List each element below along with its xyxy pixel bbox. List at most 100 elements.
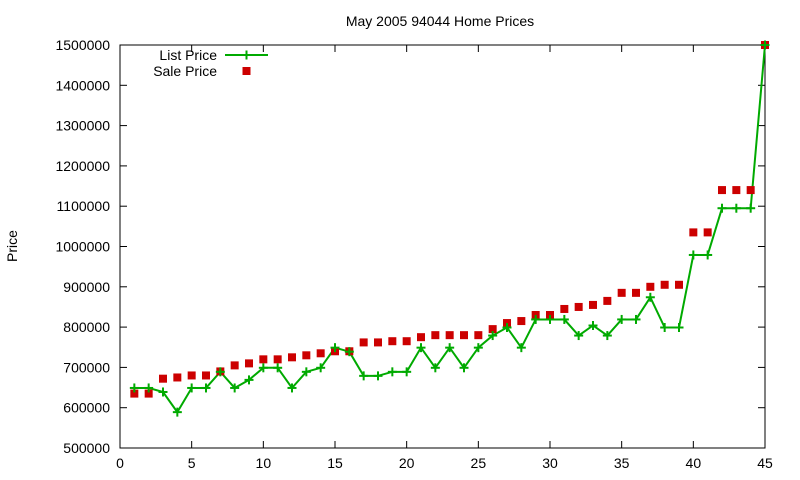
series-layer [129,40,770,417]
list-price-point [588,320,598,330]
sale-price-point [517,317,526,326]
sale-price-point [732,186,741,195]
y-tick-label: 1500000 [55,37,110,53]
y-tick-label: 1300000 [55,118,110,134]
list-price-point [273,363,283,373]
legend-label-list-price: List Price [159,47,217,63]
sale-price-point [288,353,296,362]
list-price-point [330,343,340,353]
sale-price-point [388,337,397,346]
list-price-point [129,383,139,393]
list-price-point [602,331,612,341]
list-price-point [416,343,426,353]
list-price-point [258,363,268,373]
list-price-point [731,203,741,213]
x-tick-label: 25 [471,455,487,471]
sale-price-point [617,288,626,297]
x-tick-label: 40 [686,455,702,471]
list-price-point [244,375,254,385]
sale-price-point [474,331,483,340]
list-price-point [703,250,713,260]
chart-title: May 2005 94044 Home Prices [346,13,534,29]
list-price-point [545,314,555,324]
sale-price-point [703,228,712,237]
list-price-point [688,250,698,260]
sale-price-point [560,304,569,313]
sale-price-point [173,373,182,382]
sale-price-point [302,351,311,360]
sale-price-point [675,280,683,289]
sale-price-point [660,280,669,289]
list-price-point [172,407,182,417]
list-price-point [760,40,770,50]
list-price-point [430,363,440,373]
sale-price-point [159,374,167,383]
y-axis-title: Price [4,230,20,262]
list-price-point [459,363,469,373]
legend-swatch-sale-price [242,67,251,75]
list-price-point [631,314,641,324]
y-tick-label: 600000 [63,400,110,416]
list-price-point [516,343,526,353]
list-price-point [144,383,154,393]
x-tick-label: 15 [327,455,343,471]
sale-price-point [746,186,755,195]
sale-price-point [259,355,268,364]
ticks: 0 5 10 15 20 25 30 35 40 45 500000 600000 700000 8000… [55,37,773,471]
x-tick-label: 35 [614,455,630,471]
list-price-point [387,367,397,377]
list-price-point [574,331,584,341]
sale-price-point [445,331,454,340]
sale-price-point [187,371,196,380]
x-tick-label: 45 [757,455,773,471]
sale-price-point [230,361,239,370]
list-price-point [201,383,211,393]
sale-price-point [603,296,612,305]
sale-price-point [689,228,698,237]
x-tick-label: 10 [256,455,272,471]
sale-price-point [574,302,583,311]
list-price-point [344,347,354,357]
y-tick-label: 1000000 [55,239,110,255]
x-tick-label: 0 [116,455,124,471]
x-tick-label: 20 [399,455,415,471]
x-tick-label: 30 [542,455,558,471]
list-price-point [158,387,168,397]
sale-price-point [316,349,325,358]
list-price-point [660,323,670,333]
list-price-point [617,314,627,324]
sale-price-point [632,288,640,297]
list-price-point [402,367,412,377]
sale-price-point [646,282,655,291]
list-price-point [215,367,225,377]
list-price-point [473,343,483,353]
list-price-point [316,363,326,373]
sale-price-point [144,389,153,398]
legend-marker-list-price [242,50,251,60]
y-tick-label: 900000 [63,279,110,295]
sale-price-point [374,338,382,347]
sale-price-point [130,389,139,398]
y-tick-label: 700000 [63,359,110,375]
list-price-point [746,203,756,213]
list-price-point [359,371,369,381]
list-price-point [230,383,240,393]
list-price-point [373,371,383,381]
sale-price-point [245,359,253,368]
sale-price-point [718,186,726,195]
list-price-point [674,323,684,333]
y-tick-label: 1400000 [55,77,110,93]
sale-price-point [460,331,468,340]
list-price-point [531,314,541,324]
list-price-point [287,383,297,393]
list-price-point [645,292,655,302]
list-price-point [301,367,311,377]
y-tick-label: 1200000 [55,158,110,174]
sale-price-point [402,337,411,346]
legend-label-sale-price: Sale Price [153,63,217,79]
sale-price-point [273,355,282,364]
sale-price-point [431,331,440,340]
